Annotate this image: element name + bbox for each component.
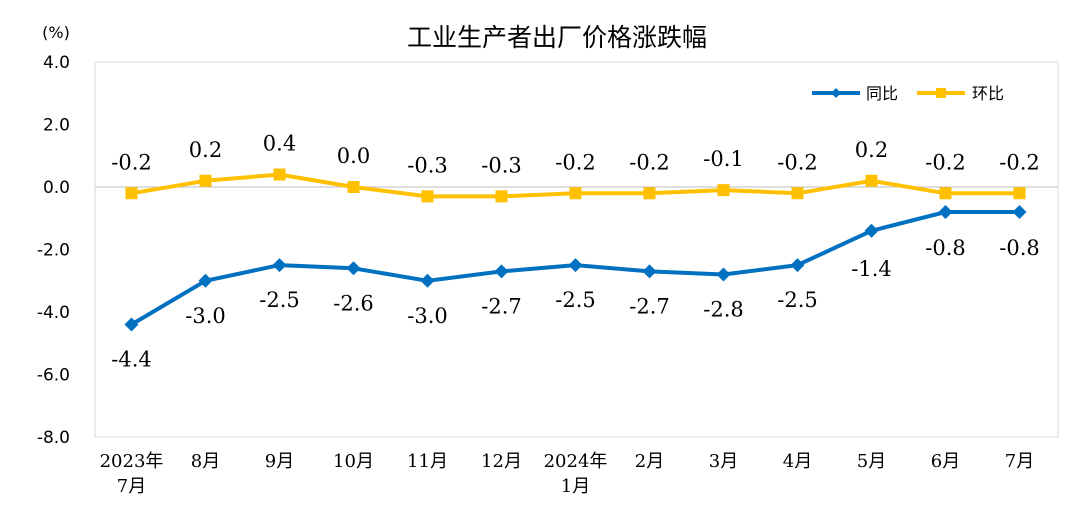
x-tick-label: 9月 — [265, 451, 294, 472]
series-point — [568, 258, 583, 273]
legend-label: 同比 — [866, 84, 898, 103]
x-tick-label: 6月 — [931, 451, 960, 472]
data-label: -0.1 — [703, 147, 744, 171]
legend: 同比 环比 — [812, 84, 1004, 103]
data-label: -0.2 — [777, 150, 818, 174]
series-point — [569, 187, 582, 200]
series-point — [643, 187, 656, 200]
plot-area — [94, 61, 1059, 438]
y-tick-label: -2.0 — [37, 241, 70, 261]
data-label: -0.3 — [481, 153, 522, 177]
x-tick-label: 4月 — [783, 451, 812, 472]
data-label: -0.2 — [555, 150, 596, 174]
series-point — [642, 264, 657, 279]
data-label: -0.2 — [629, 150, 670, 174]
data-label: 0.4 — [263, 132, 296, 156]
x-tick-label: 5月 — [857, 451, 886, 472]
data-label: -0.2 — [999, 150, 1040, 174]
series-point — [791, 187, 804, 200]
data-label: 0.2 — [189, 138, 222, 162]
data-label: -2.7 — [629, 294, 670, 318]
legend-marker — [936, 88, 946, 98]
y-tick-label: -8.0 — [37, 428, 70, 448]
data-label: -2.5 — [259, 288, 300, 312]
series-point — [199, 174, 212, 187]
x-tick-label: 8月 — [191, 451, 220, 472]
legend-label: 环比 — [972, 84, 1004, 103]
x-tick-label: 10月 — [333, 451, 374, 472]
series-point — [420, 273, 435, 288]
series-point — [938, 205, 953, 219]
x-tick-label: 2024年 — [544, 451, 608, 472]
legend-marker — [831, 88, 841, 98]
series-point — [865, 174, 878, 187]
y-tick-label: -4.0 — [37, 303, 70, 323]
series-point — [125, 187, 138, 200]
unit-label: (%) — [42, 23, 70, 42]
x-tick-label: 2月 — [635, 451, 664, 472]
series-point — [495, 190, 508, 203]
series-point — [864, 223, 879, 238]
series-point — [717, 184, 730, 197]
data-label: -2.5 — [777, 288, 818, 312]
series-point — [939, 187, 952, 200]
series-point — [790, 258, 805, 273]
series-point — [716, 267, 731, 282]
series-point — [421, 190, 434, 203]
y-tick-label: 4.0 — [43, 53, 70, 73]
data-label: -0.3 — [407, 153, 448, 177]
x-tick-label: 7月 — [117, 476, 146, 497]
x-tick-label: 11月 — [407, 451, 448, 472]
series-layer: -0.2 0.2 0.4 0.0 -0.3 -0.3 -0.2 -0.2 -0.1 -0.2 0.2… — [111, 132, 1040, 372]
x-tick-label: 3月 — [709, 451, 738, 472]
data-label: 0.2 — [855, 138, 888, 162]
series-point — [1013, 187, 1026, 200]
y-tick-label: 2.0 — [43, 116, 70, 136]
series-point — [347, 181, 360, 193]
data-label: -3.0 — [185, 304, 226, 328]
x-tick-label: 7月 — [1005, 451, 1034, 472]
data-label: -0.8 — [925, 236, 966, 260]
x-tick-label: 12月 — [481, 451, 522, 472]
data-label: -0.2 — [925, 150, 966, 174]
x-tick-label: 1月 — [561, 476, 590, 497]
series-point — [198, 273, 213, 288]
data-label: -2.6 — [333, 291, 374, 315]
data-label: -2.8 — [703, 298, 744, 322]
series-point — [494, 264, 509, 279]
series-point — [273, 168, 286, 181]
chart-title: 工业生产者出厂价格涨跌幅 — [407, 23, 707, 52]
x-axis: 2023年 7月 8月 9月 10月 11月 12月 2024年 1月 2月 3月 4月 5月 6月 7月 — [100, 451, 1035, 497]
data-label: -1.4 — [851, 257, 892, 281]
series-point — [1012, 205, 1027, 219]
data-label: -3.0 — [407, 304, 448, 328]
data-label: -0.2 — [111, 150, 152, 174]
series-point — [272, 258, 287, 273]
series-point — [124, 317, 139, 332]
series-point — [346, 261, 361, 276]
data-label: 0.0 — [337, 144, 370, 168]
y-tick-label: -6.0 — [37, 366, 70, 386]
data-label: -2.5 — [555, 288, 596, 312]
data-label: -2.7 — [481, 294, 522, 318]
data-label: -4.4 — [111, 348, 152, 372]
y-tick-label: 0.0 — [43, 178, 70, 198]
x-tick-label: 2023年 — [100, 451, 164, 472]
data-label: -0.8 — [999, 236, 1040, 260]
